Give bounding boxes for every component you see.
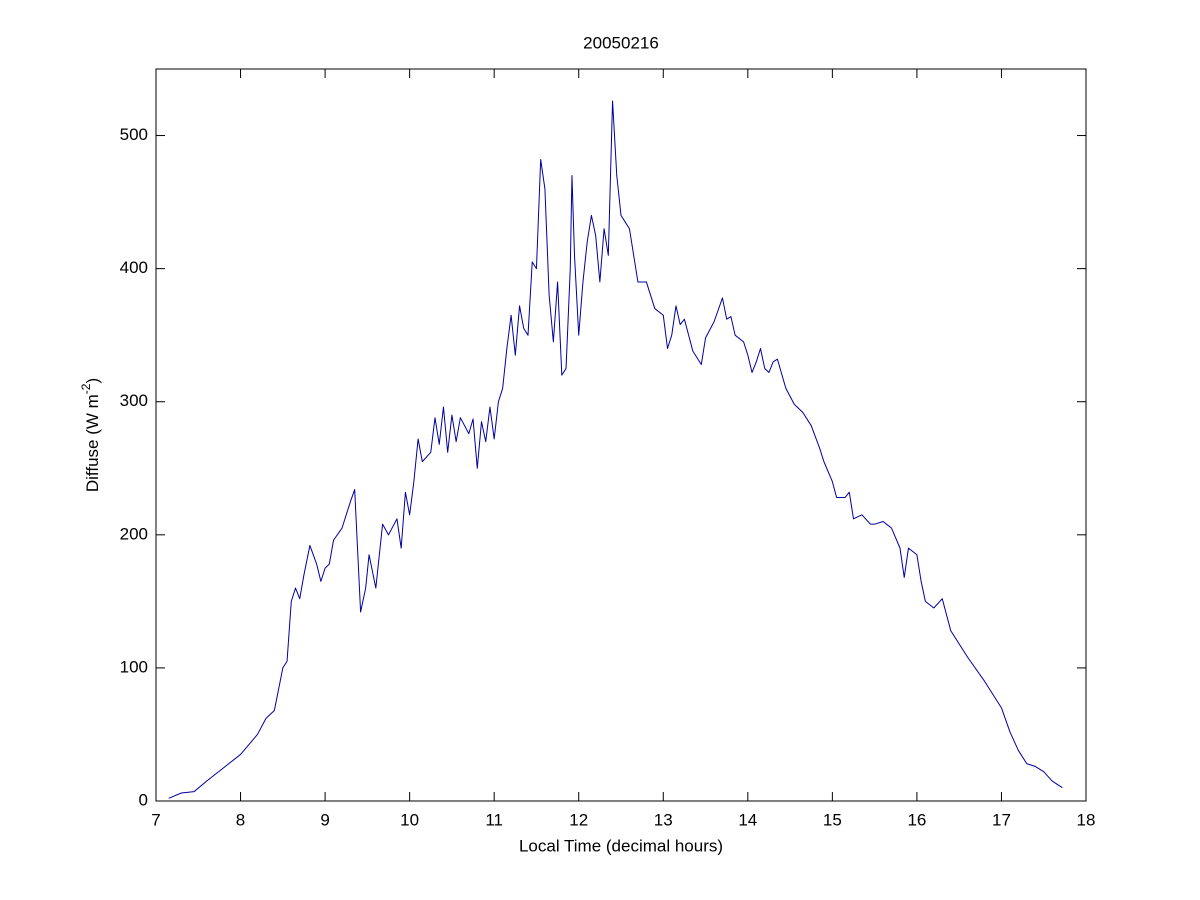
x-tick-label: 14 [738,810,757,829]
x-tick-label: 8 [236,810,245,829]
y-tick-label: 400 [120,258,148,277]
y-tick-label: 300 [120,391,148,410]
y-axis-label: Diffuse (W m-2) [79,378,102,492]
x-tick-label: 16 [907,810,926,829]
y-tick-label: 200 [120,524,148,543]
chart-title: 20050216 [583,33,659,52]
plot-box [155,68,1087,802]
x-tick-label: 12 [569,810,588,829]
x-tick-label: 10 [400,810,419,829]
x-tick-label: 7 [151,810,160,829]
y-axis-label-text: Diffuse (W m [83,394,102,492]
x-tick-label: 13 [654,810,673,829]
x-axis-label: Local Time (decimal hours) [519,836,723,855]
line-series [168,100,1063,799]
y-axis-label-end: ) [83,378,102,384]
x-tick-label: 11 [485,810,503,829]
y-tick-label: 100 [120,657,148,676]
y-axis-label-sup: -2 [79,383,93,394]
x-tick-label: 15 [823,810,842,829]
y-tick-label: 500 [120,125,148,144]
x-tick-label: 18 [1077,810,1096,829]
y-tick-label: 0 [139,790,148,809]
x-tick-label: 17 [992,810,1011,829]
x-tick-label: 9 [320,810,329,829]
